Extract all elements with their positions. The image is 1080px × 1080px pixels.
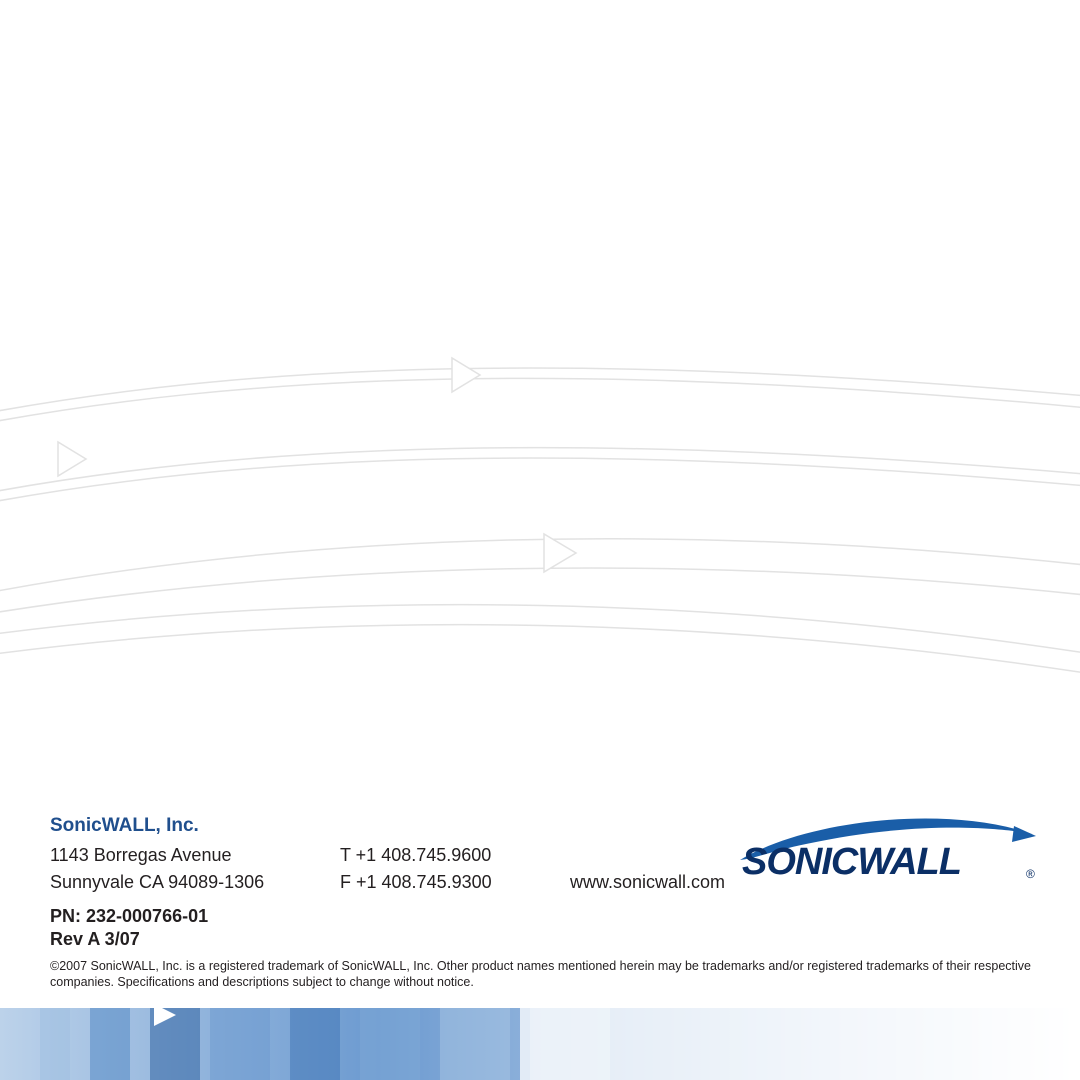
part-number: PN: 232-000766-01 — [50, 905, 725, 928]
url-column: www.sonicwall.com — [570, 845, 725, 893]
contact-block: SonicWALL, Inc. 1143 Borregas Avenue Sun… — [50, 815, 725, 950]
fax: F +1 408.745.9300 — [340, 872, 510, 893]
sonicwall-logo: SONICWALL ® — [736, 810, 1036, 895]
svg-text:SONICWALL: SONICWALL — [742, 841, 961, 883]
street-address: 1143 Borregas Avenue — [50, 845, 280, 866]
legal-text: ©2007 SonicWALL, Inc. is a registered tr… — [50, 958, 1040, 991]
address-column: 1143 Borregas Avenue Sunnyvale CA 94089-… — [50, 845, 280, 893]
revision: Rev A 3/07 — [50, 928, 725, 951]
contact-info-row: 1143 Borregas Avenue Sunnyvale CA 94089-… — [50, 845, 725, 893]
swoosh-arrow-icon — [452, 358, 480, 392]
swoosh-arrow-icon — [58, 442, 86, 476]
part-number-block: PN: 232-000766-01 Rev A 3/07 — [50, 905, 725, 950]
phone-column: T +1 408.745.9600 F +1 408.745.9300 — [340, 845, 510, 893]
city-state-zip: Sunnyvale CA 94089-1306 — [50, 872, 280, 893]
footer-strip-art — [0, 1000, 1080, 1080]
website-url: www.sonicwall.com — [570, 872, 725, 893]
company-name: SonicWALL, Inc. — [50, 815, 725, 837]
svg-text:®: ® — [1026, 867, 1035, 881]
telephone: T +1 408.745.9600 — [340, 845, 510, 866]
